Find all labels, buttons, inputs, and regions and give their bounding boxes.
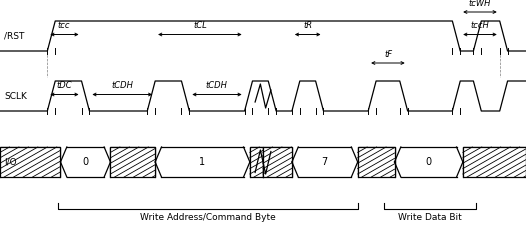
Bar — [263, 147, 292, 177]
Bar — [463, 147, 526, 177]
Text: tF: tF — [384, 49, 392, 58]
Text: Write Data Bit: Write Data Bit — [398, 213, 462, 222]
Text: tCDH: tCDH — [206, 81, 228, 90]
Text: tDC: tDC — [56, 81, 72, 90]
Text: /RST: /RST — [4, 31, 25, 40]
Text: tCDH: tCDH — [111, 81, 133, 90]
Bar — [358, 147, 394, 177]
Text: tCL: tCL — [193, 21, 207, 30]
Text: tcc: tcc — [58, 21, 70, 30]
Text: I/O: I/O — [4, 158, 17, 167]
Bar — [0, 147, 60, 177]
Bar — [110, 147, 155, 177]
Text: 7: 7 — [322, 157, 328, 167]
Text: SCLK: SCLK — [4, 91, 27, 100]
Text: Write Address/Command Byte: Write Address/Command Byte — [140, 213, 276, 222]
Text: 1: 1 — [199, 157, 206, 167]
Text: 0: 0 — [83, 157, 88, 167]
Bar — [250, 147, 263, 177]
Text: tccH: tccH — [470, 21, 489, 30]
Text: tcWH: tcWH — [469, 0, 491, 7]
Text: tR: tR — [303, 21, 312, 30]
Text: 0: 0 — [426, 157, 432, 167]
